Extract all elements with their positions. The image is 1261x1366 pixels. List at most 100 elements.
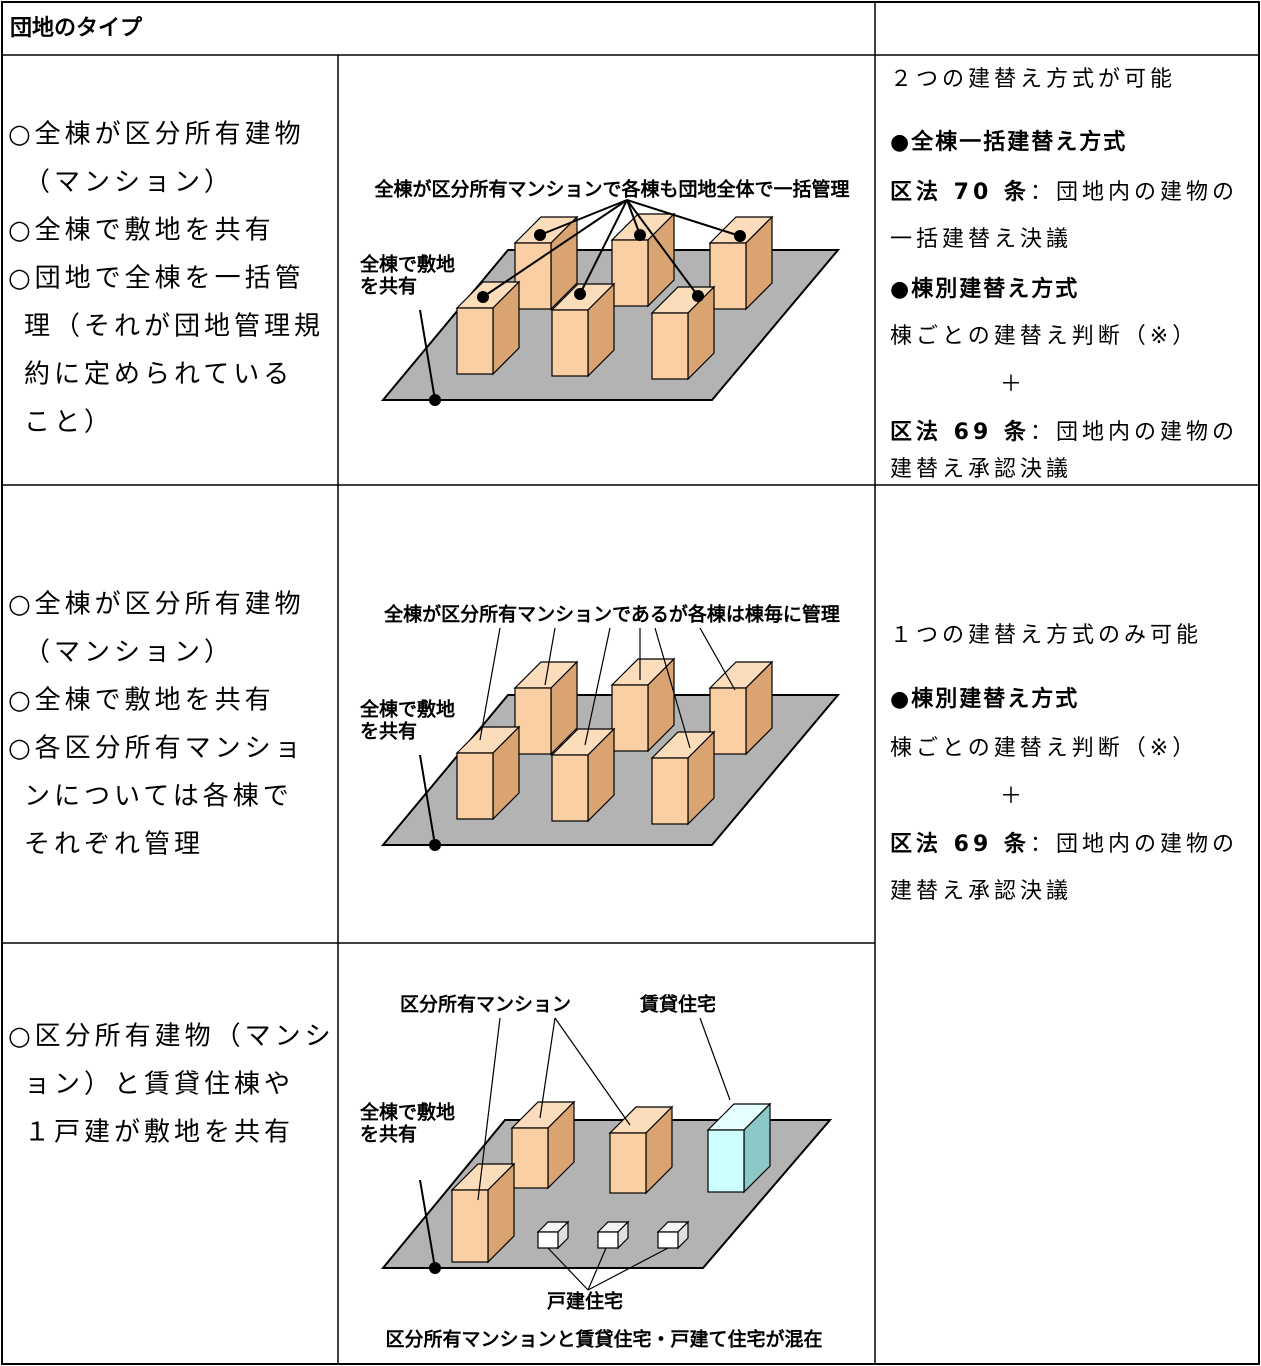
condition-line: ○全棟が区分所有建物 xyxy=(8,120,305,150)
mansion-label: 区分所有マンション xyxy=(400,993,571,1016)
method-line: 区法 70 条：団地内の建物の xyxy=(890,179,1238,205)
leader-line xyxy=(544,627,556,686)
method-text: ：団地内の建物の xyxy=(1030,180,1238,205)
building-front xyxy=(651,757,689,825)
condition-line: 理（それが団地管理規 xyxy=(24,312,324,342)
building-front xyxy=(456,752,494,820)
method-text: ２つの建替え方式が可能 xyxy=(890,67,1176,92)
method-bold: ●棟別建替え方式 xyxy=(890,276,1079,302)
method-text: 棟ごとの建替え判断（※） xyxy=(890,324,1198,349)
leader-line xyxy=(587,1247,607,1291)
leader-line xyxy=(539,199,628,236)
condition-line: ョン）と賃貸住棟や xyxy=(24,1070,294,1100)
building-front xyxy=(514,687,552,755)
method-bold: 区法 69 条 xyxy=(890,831,1030,857)
building xyxy=(450,1162,516,1264)
site-label: 全棟で敷地 xyxy=(359,1101,455,1124)
detached-label: 戸建住宅 xyxy=(547,1290,623,1313)
dot xyxy=(477,291,489,303)
dot xyxy=(429,839,441,851)
method-text: １つの建替え方式のみ可能 xyxy=(890,623,1202,648)
leader-line xyxy=(419,754,436,846)
leader-line xyxy=(419,309,436,401)
building-front xyxy=(611,239,649,307)
building-front xyxy=(537,1231,559,1249)
building-front xyxy=(609,1132,647,1194)
leader-line xyxy=(654,627,691,749)
building-front xyxy=(456,307,494,375)
building xyxy=(708,660,774,756)
condition-line: ○全棟で敷地を共有 xyxy=(8,216,275,246)
condition-line: こと） xyxy=(24,408,114,438)
method-line: ２つの建替え方式が可能 xyxy=(890,67,1176,92)
method-line: 区法 69 条：団地内の建物の xyxy=(890,419,1238,445)
method-text: 棟ごとの建替え判断（※） xyxy=(890,736,1198,761)
building xyxy=(650,285,716,381)
leader-line xyxy=(554,1017,631,1126)
method-text: ＋ xyxy=(1000,372,1026,397)
building xyxy=(706,1102,772,1194)
dot xyxy=(574,288,586,300)
leader-line xyxy=(584,627,611,746)
leader-line xyxy=(699,1017,731,1101)
leader-line xyxy=(482,199,628,298)
method-bold: 区法 69 条 xyxy=(890,419,1030,445)
method-bold: ●全棟一括建替え方式 xyxy=(890,129,1127,155)
building xyxy=(650,730,716,826)
building xyxy=(610,212,676,308)
method-line: 棟ごとの建替え判断（※） xyxy=(890,736,1198,761)
method-line: 建替え承認決議 xyxy=(890,879,1072,904)
method-line: ●棟別建替え方式 xyxy=(890,276,1079,302)
condition-line: （マンション） xyxy=(24,168,234,198)
diagram-caption: 全棟が区分所有マンションであるが各棟は棟毎に管理 xyxy=(383,603,840,626)
building-front xyxy=(657,1231,679,1249)
condition-line: １戸建が敷地を共有 xyxy=(24,1118,294,1148)
header-title: 団地のタイプ xyxy=(10,16,143,41)
leader-line xyxy=(626,199,741,237)
building-front xyxy=(511,1127,549,1189)
method-line: 区法 69 条：団地内の建物の xyxy=(890,831,1238,857)
method-line: １つの建替え方式のみ可能 xyxy=(890,623,1202,648)
building-front xyxy=(551,754,589,822)
building-front xyxy=(611,684,649,752)
method-bold: ●棟別建替え方式 xyxy=(890,686,1079,712)
diagram-caption: 区分所有マンションと賃貸住宅・戸建て住宅が混在 xyxy=(385,1328,822,1351)
condition-line: ○全棟で敷地を共有 xyxy=(8,686,275,716)
condition-line: （マンション） xyxy=(24,638,234,668)
building-front xyxy=(709,242,747,310)
condition-line: ○全棟が区分所有建物 xyxy=(8,590,305,620)
building xyxy=(513,215,579,311)
dot xyxy=(634,229,646,241)
method-line: ●棟別建替え方式 xyxy=(890,686,1079,712)
leader-line xyxy=(699,627,736,691)
building xyxy=(536,1220,570,1250)
leader-line xyxy=(539,1017,556,1119)
condition-line: それぞれ管理 xyxy=(24,830,204,860)
building xyxy=(510,1100,576,1190)
diagram-caption: 全棟が区分所有マンションで各棟も団地全体で一括管理 xyxy=(373,178,849,201)
method-text: 一括建替え決議 xyxy=(890,227,1072,252)
leader-line xyxy=(477,1017,501,1201)
condition-line: ○各区分所有マンショ xyxy=(8,734,305,764)
method-line: 一括建替え決議 xyxy=(890,227,1072,252)
method-text: ：団地内の建物の xyxy=(1030,420,1238,445)
condition-line: 約に定められている xyxy=(24,360,293,390)
condition-line: ンについては各棟で xyxy=(24,782,293,812)
method-line: 建替え承認決議 xyxy=(890,457,1072,482)
building xyxy=(455,280,521,376)
rental-label: 賃貸住宅 xyxy=(639,993,716,1016)
building xyxy=(708,215,774,311)
leader-line xyxy=(579,199,628,295)
dot xyxy=(734,230,746,242)
dot xyxy=(534,229,546,241)
building-front xyxy=(709,687,747,755)
method-bold: 区法 70 条 xyxy=(890,179,1030,205)
leader-line xyxy=(626,199,641,236)
condition-line: ○団地で全棟を一括管 xyxy=(8,264,305,294)
dot xyxy=(429,1262,441,1274)
method-line: ＋ xyxy=(1000,784,1026,809)
building xyxy=(596,1220,630,1250)
method-text: 建替え承認決議 xyxy=(890,457,1072,482)
